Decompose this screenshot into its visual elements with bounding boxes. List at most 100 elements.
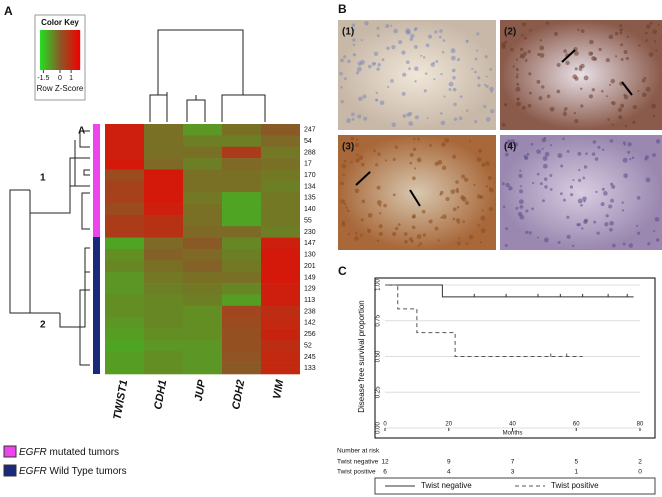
nucleus [351,148,354,152]
nucleus [582,176,586,180]
nucleus [554,31,559,36]
nucleus [573,111,576,115]
nucleus [578,67,583,71]
heatmap-cell [183,124,222,136]
nucleus [637,90,640,93]
nucleus [465,242,469,245]
nucleus [627,150,631,154]
nucleus [458,116,463,120]
nucleus [379,100,385,106]
nucleus [563,49,567,54]
nucleus [489,86,494,92]
nucleus [566,150,570,153]
nucleus [542,156,548,161]
row-dendrogram [9,130,90,366]
heatmap-cell [261,271,300,284]
nucleus [360,218,364,222]
x-tick-label: 80 [637,422,644,428]
nucleus [479,195,484,200]
nucleus [340,199,345,204]
heatmap-cell [222,169,261,182]
color-key-bar [75,30,77,70]
nucleus [483,104,487,109]
nucleus [501,44,506,50]
nucleus [484,55,488,59]
nucleus [474,70,477,74]
nucleus [429,144,432,147]
color-key-bar [79,30,81,70]
nucleus [637,231,641,235]
nucleus [544,185,548,189]
y-tick-label: 0.50 [376,350,382,362]
nucleus [461,174,466,179]
nucleus [378,224,383,229]
column-dendrogram [149,29,266,122]
nucleus [406,112,411,117]
legend-label: mutated tumors [47,447,119,458]
heatmap-cell [144,158,183,170]
nucleus [361,162,365,167]
nucleus [398,40,403,45]
nucleus [528,91,532,95]
color-key-bar [62,30,64,70]
nucleus [541,199,545,203]
nucleus [360,59,365,65]
nucleus [373,51,379,56]
nucleus [452,154,457,159]
nucleus [401,50,406,55]
nucleus [455,187,460,192]
nucleus [521,33,524,37]
heatmap-cell [222,305,261,318]
risk-title: Number at risk [337,448,380,455]
nucleus [440,72,443,76]
nucleus [570,193,574,197]
nucleus [626,35,629,39]
nucleus [440,190,444,195]
nucleus [469,140,472,143]
nucleus [583,165,588,169]
cluster-label: 2 [40,320,46,331]
nucleus [476,157,482,162]
heatmap-cell [261,283,300,295]
nucleus [574,118,579,124]
nucleus [610,78,616,84]
heatmap-cell [144,226,183,238]
heatmap-cell [261,203,300,216]
nucleus [542,163,548,169]
nucleus [513,142,519,147]
heatmap-cell [183,294,222,307]
nucleus [605,95,608,98]
nucleus [580,203,583,207]
nucleus [501,182,505,186]
nucleus [444,137,450,143]
nucleus [515,75,519,79]
nucleus [614,32,619,36]
heatmap-cell [222,226,261,238]
nucleus [487,175,492,181]
nucleus [351,23,356,27]
nucleus [358,96,363,102]
row-label: 201 [304,263,316,270]
heatmap-cell [105,124,144,136]
nucleus [424,72,428,75]
nucleus [521,105,526,110]
nucleus [354,142,360,148]
row-label: 170 [304,172,316,179]
nucleus [530,142,534,146]
heatmap-cell [222,124,261,136]
nucleus [471,67,474,71]
nucleus [609,227,613,232]
nucleus [520,53,524,57]
nucleus [545,21,549,25]
heatmap-cell [144,249,183,261]
nucleus [414,80,417,83]
nucleus [654,216,660,222]
risk-row-name: Twist positive [337,469,376,476]
nucleus [525,230,529,234]
nucleus [489,67,493,71]
nucleus [645,177,651,183]
nucleus [405,28,411,34]
heatmap-cell [144,283,183,295]
nucleus [549,174,553,177]
